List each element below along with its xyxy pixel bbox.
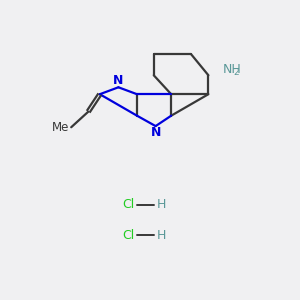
Text: H: H bbox=[157, 198, 166, 211]
Text: NH: NH bbox=[223, 63, 242, 76]
Text: Cl: Cl bbox=[122, 198, 135, 211]
Text: 2: 2 bbox=[233, 68, 239, 77]
Text: N: N bbox=[113, 74, 124, 87]
Text: H: H bbox=[157, 229, 166, 242]
Text: Me: Me bbox=[52, 121, 69, 134]
Text: Cl: Cl bbox=[122, 229, 135, 242]
Text: N: N bbox=[150, 126, 161, 139]
